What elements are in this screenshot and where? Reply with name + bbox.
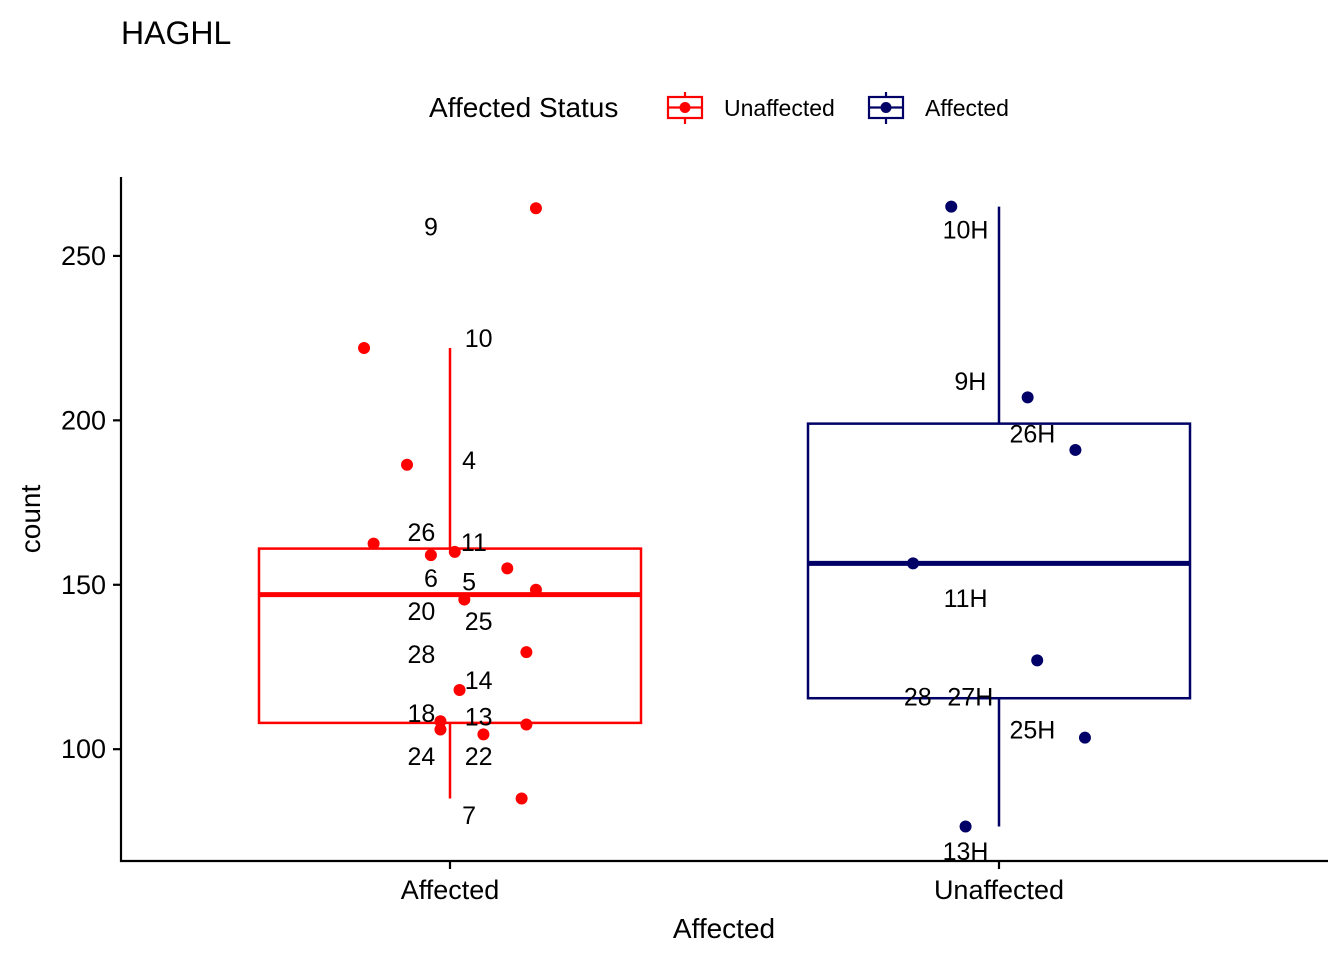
legend-title: Affected Status [429, 92, 618, 123]
data-point [907, 557, 920, 570]
data-point [448, 545, 461, 558]
y-tick-label: 150 [61, 570, 106, 600]
point-label: 10H [943, 217, 989, 245]
legend-label: Unaffected [724, 95, 835, 121]
data-point [358, 342, 371, 354]
group-affected: 9 10 4 26 11 6 5 20 25 28 14 18 13 24 22 7 [257, 202, 643, 830]
y-axis-ticks: 100 150 200 250 [61, 241, 121, 764]
point-label: 4 [462, 447, 476, 475]
point-label: 25 [465, 608, 493, 636]
legend-key-icon [867, 92, 905, 124]
point-label: 11 [461, 529, 487, 557]
data-point [520, 646, 533, 659]
data-point [367, 537, 380, 550]
point-label: 27H [947, 684, 993, 712]
data-point [1069, 443, 1082, 456]
y-tick-label: 100 [61, 734, 106, 764]
point-label: 28 [904, 684, 932, 712]
point-label: 18 [407, 700, 435, 728]
legend-label: Affected [925, 95, 1009, 121]
y-tick-label: 200 [61, 405, 106, 435]
point-label: 25H [1009, 716, 1055, 744]
x-axis-title: Affected [673, 913, 775, 944]
x-tick-label: Affected [401, 875, 500, 905]
point-label: 7 [462, 802, 476, 830]
point-label: 22 [465, 743, 493, 771]
y-axis-title: count [15, 485, 46, 554]
data-point [458, 593, 471, 606]
data-point [477, 728, 490, 741]
point-label: 20 [407, 598, 435, 626]
chart-title: HAGHL [121, 15, 231, 51]
data-point [424, 549, 437, 562]
point-label: 10 [465, 325, 493, 353]
point-label: 24 [407, 743, 435, 771]
data-point [529, 583, 542, 596]
legend: Affected Status Unaffected Affected [429, 92, 1009, 124]
point-label: 9H [954, 368, 986, 396]
legend-key-icon [666, 92, 704, 124]
data-point [453, 684, 466, 696]
point-label: 6 [424, 565, 438, 593]
legend-item-affected: Affected [867, 92, 1009, 124]
y-tick-label: 250 [61, 241, 106, 271]
box [257, 547, 643, 725]
point-label: 5 [462, 568, 476, 596]
point-label: 28 [407, 641, 435, 669]
data-point [1078, 731, 1091, 744]
data-point [434, 715, 447, 728]
data-point [401, 458, 414, 471]
point-label: 14 [465, 667, 493, 695]
point-label: 9 [424, 213, 438, 241]
data-point [1021, 391, 1034, 404]
point-label: 26H [1009, 421, 1055, 449]
legend-item-unaffected: Unaffected [666, 92, 835, 124]
point-label: 26 [407, 519, 435, 547]
data-point [945, 200, 958, 213]
x-tick-label: Unaffected [934, 875, 1064, 905]
data-point [515, 792, 528, 805]
data-point [520, 718, 533, 731]
data-point [1031, 654, 1044, 667]
plot-area: 9 10 4 26 11 6 5 20 25 28 14 18 13 24 22 7 10H 9H 26H 11H 28… [257, 200, 1192, 866]
data-point [501, 562, 514, 575]
data-point [959, 820, 972, 833]
x-axis-ticks: Affected Unaffected [401, 861, 1064, 905]
point-label: 13 [465, 703, 493, 731]
data-point [434, 723, 447, 736]
point-label: 11H [944, 585, 988, 613]
data-point [529, 202, 542, 215]
